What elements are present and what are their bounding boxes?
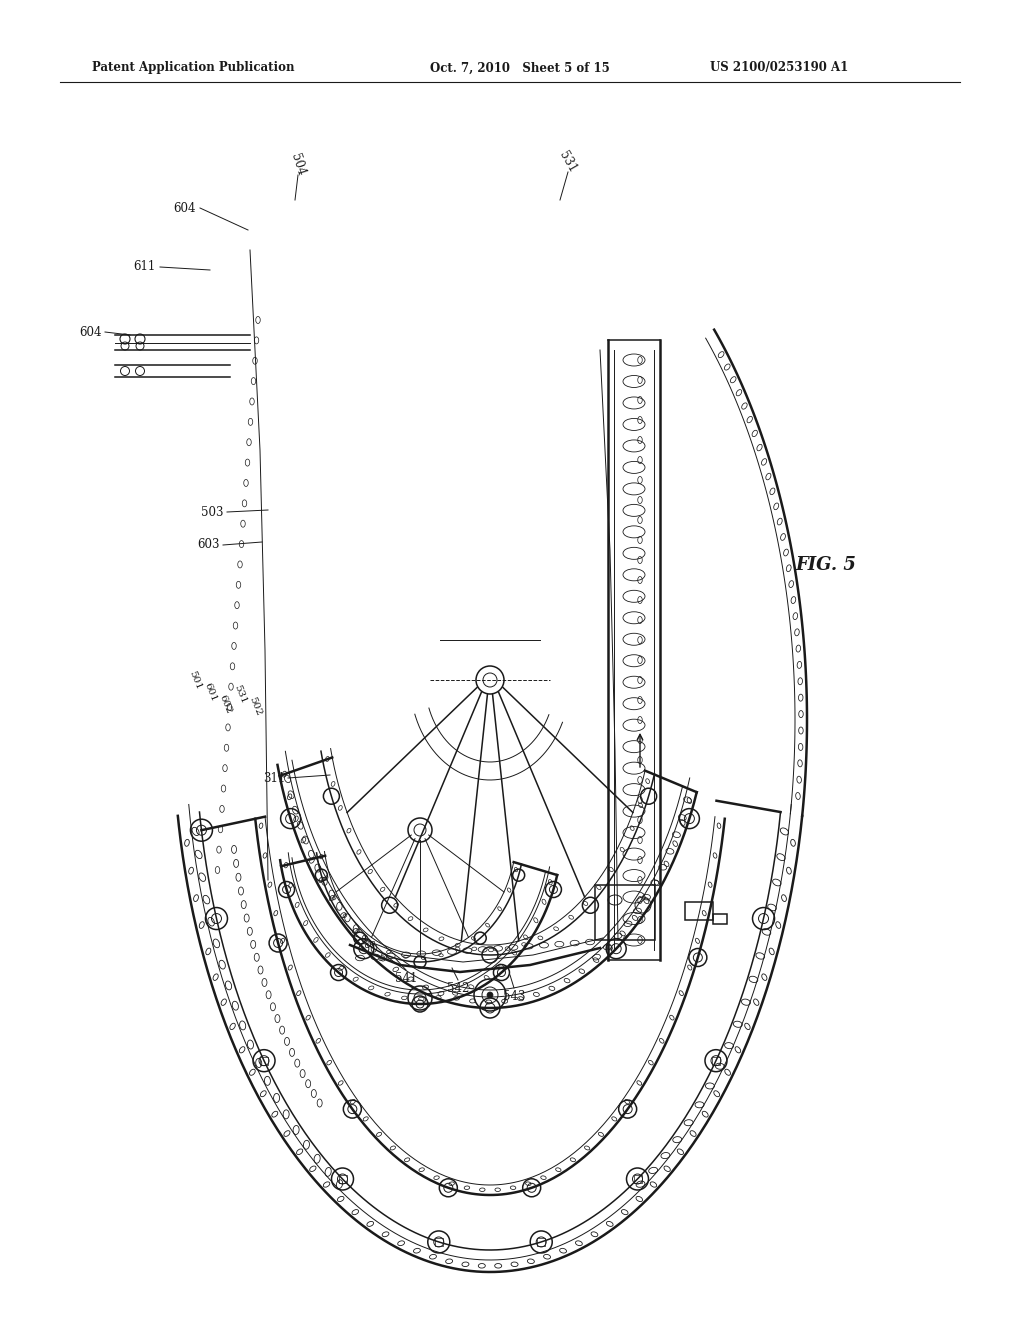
Text: 542: 542 — [446, 982, 469, 994]
Text: 503: 503 — [202, 506, 224, 519]
Text: 611: 611 — [134, 260, 156, 273]
Text: 604: 604 — [80, 326, 102, 338]
Text: 602: 602 — [217, 693, 232, 715]
Text: 603: 603 — [198, 539, 220, 552]
Text: US 2100/0253190 A1: US 2100/0253190 A1 — [710, 62, 848, 74]
Text: FIG. 5: FIG. 5 — [795, 556, 856, 574]
Text: 604: 604 — [173, 202, 196, 214]
Text: 502: 502 — [247, 696, 263, 717]
Text: 543: 543 — [503, 990, 525, 1003]
Text: Oct. 7, 2010   Sheet 5 of 15: Oct. 7, 2010 Sheet 5 of 15 — [430, 62, 609, 74]
Text: 501: 501 — [187, 669, 203, 690]
Text: 531: 531 — [557, 149, 580, 176]
Text: Patent Application Publication: Patent Application Publication — [92, 62, 295, 74]
Text: 541: 541 — [395, 972, 417, 985]
Text: 311: 311 — [263, 771, 285, 784]
Text: 531: 531 — [232, 684, 248, 705]
Text: 504: 504 — [289, 152, 307, 178]
Text: 601: 601 — [202, 681, 218, 702]
Circle shape — [487, 993, 493, 998]
